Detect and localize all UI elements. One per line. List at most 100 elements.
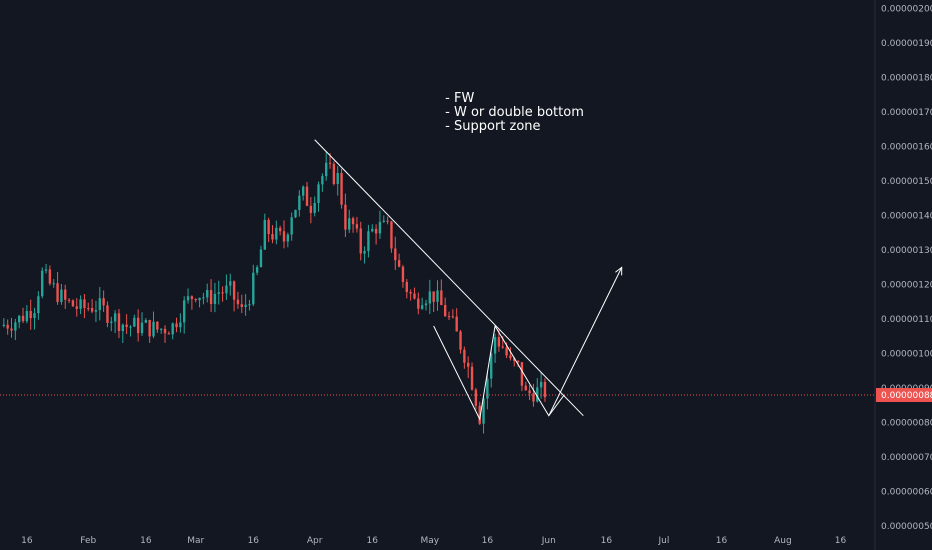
y-tick-label: 0.00000060 [881,488,932,498]
candle-body [428,291,432,304]
candle-body [278,227,282,232]
candle-body [436,290,439,302]
candle-body [225,285,228,294]
x-tick-label: 16 [482,536,494,546]
candle-body [275,227,278,240]
candle-body [252,272,255,305]
candle-body [21,315,25,322]
candle-body [513,358,516,361]
candle-body [528,390,531,394]
candle-body [52,283,55,285]
candle-body [44,269,48,271]
candle-body [64,289,67,300]
candle-body [48,269,52,284]
w-pattern-line[interactable] [433,324,565,421]
candle-body [263,219,266,250]
candle-body [60,289,63,302]
candle-body [374,228,378,234]
y-tick-label: 0.00000120 [881,281,932,291]
trendline[interactable] [314,139,584,417]
candle-body [455,316,458,332]
candle-body [443,305,447,317]
y-tick-label: 0.00000100 [881,350,932,360]
current-price-tag-bg [876,388,932,403]
current-price-label: 0.00000088 [881,391,932,401]
candle-body [106,305,109,323]
candle-body [71,300,75,307]
candle-body [432,291,435,302]
drawings[interactable] [314,139,623,421]
candle-body [121,324,124,332]
candle-body [516,360,520,363]
x-tick-label: 16 [21,536,33,546]
x-tick-label: Feb [80,536,96,546]
current-price-tag: 0.00000088 [876,388,932,403]
candle-body [229,281,232,286]
candle-body [213,293,217,304]
candle-body [33,313,36,319]
candle-body [75,306,78,309]
candle-body [202,297,205,299]
candle-body [539,381,543,388]
candle-body [378,221,382,234]
x-tick-label: Aug [774,536,792,546]
candle-body [397,260,401,267]
candle-body [133,317,136,327]
candle-body [305,186,309,206]
candle-body [497,337,501,347]
candle-body [451,316,455,318]
candle-body [98,298,101,311]
candle-body [301,186,305,196]
candle-body [459,331,462,350]
y-tick-label: 0.00000140 [881,212,932,222]
annotation-line: - Support zone [445,119,540,134]
candle-body [163,328,167,334]
candle-body [110,321,113,323]
candle-body [467,362,470,367]
time-axis[interactable]: 16 Feb 16 Mar 16 Apr 16 May 16 Jun 16 Jul 16 Aug 16 [21,536,846,546]
projection-arrow[interactable] [548,267,623,416]
candle-body [371,228,374,232]
candle-body [125,324,128,327]
y-tick-label: 0.00000190 [881,39,932,49]
candle-body [113,313,117,322]
candle-body [447,316,451,318]
candle-body [532,393,535,402]
candle-body [332,163,336,184]
candle-body [10,328,13,331]
candle-body [209,290,213,304]
candle-body [94,310,98,312]
candle-body [152,321,155,337]
x-tick-label: 16 [716,536,728,546]
candle-body [6,324,9,329]
candle-body [41,270,44,297]
candle-body [56,283,59,302]
y-tick-label: 0.00000070 [881,453,932,463]
candle-body [501,346,504,348]
candle-body [359,228,362,254]
candle-body [37,296,40,314]
candle-body [159,328,163,330]
candle-body [244,304,247,308]
x-tick-label: 16 [367,536,379,546]
candle-body [255,267,259,273]
candlestick-series [2,151,547,434]
x-tick-label: Jul [657,536,669,546]
y-tick-label: 0.00000130 [881,246,932,256]
candle-body [140,322,144,334]
candle-body [240,304,243,308]
candle-body [259,249,263,268]
x-tick-label: Mar [187,536,204,546]
candle-body [490,353,493,379]
candle-body [505,347,508,356]
annotation-text[interactable]: - FW- W or double bottom- Support zone [445,91,584,134]
candle-body [136,317,140,334]
candle-body [148,320,151,337]
candle-body [14,322,17,331]
x-tick-label: Apr [307,536,323,546]
candle-body [298,195,301,210]
candle-body [394,248,397,261]
y-tick-label: 0.00000050 [881,522,932,532]
